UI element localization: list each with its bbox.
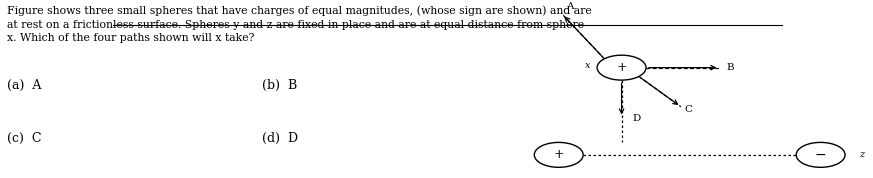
Circle shape	[597, 55, 646, 80]
Text: (d)  D: (d) D	[262, 132, 298, 145]
Text: +: +	[553, 148, 564, 161]
Text: (c)  C: (c) C	[7, 132, 42, 145]
Text: (a)  A: (a) A	[7, 79, 41, 92]
Text: A: A	[566, 2, 574, 11]
Text: +: +	[616, 61, 627, 74]
Text: z: z	[859, 150, 864, 159]
Text: D: D	[632, 114, 640, 123]
Text: x: x	[585, 61, 590, 70]
Text: B: B	[726, 63, 734, 72]
Text: C: C	[684, 105, 692, 114]
Circle shape	[534, 142, 583, 167]
Text: Figure shows three small spheres that have charges of equal magnitudes, (whose s: Figure shows three small spheres that ha…	[7, 5, 592, 43]
Text: (b)  B: (b) B	[262, 79, 297, 92]
Text: y: y	[558, 176, 563, 178]
Text: −: −	[815, 148, 827, 162]
Circle shape	[796, 142, 845, 167]
